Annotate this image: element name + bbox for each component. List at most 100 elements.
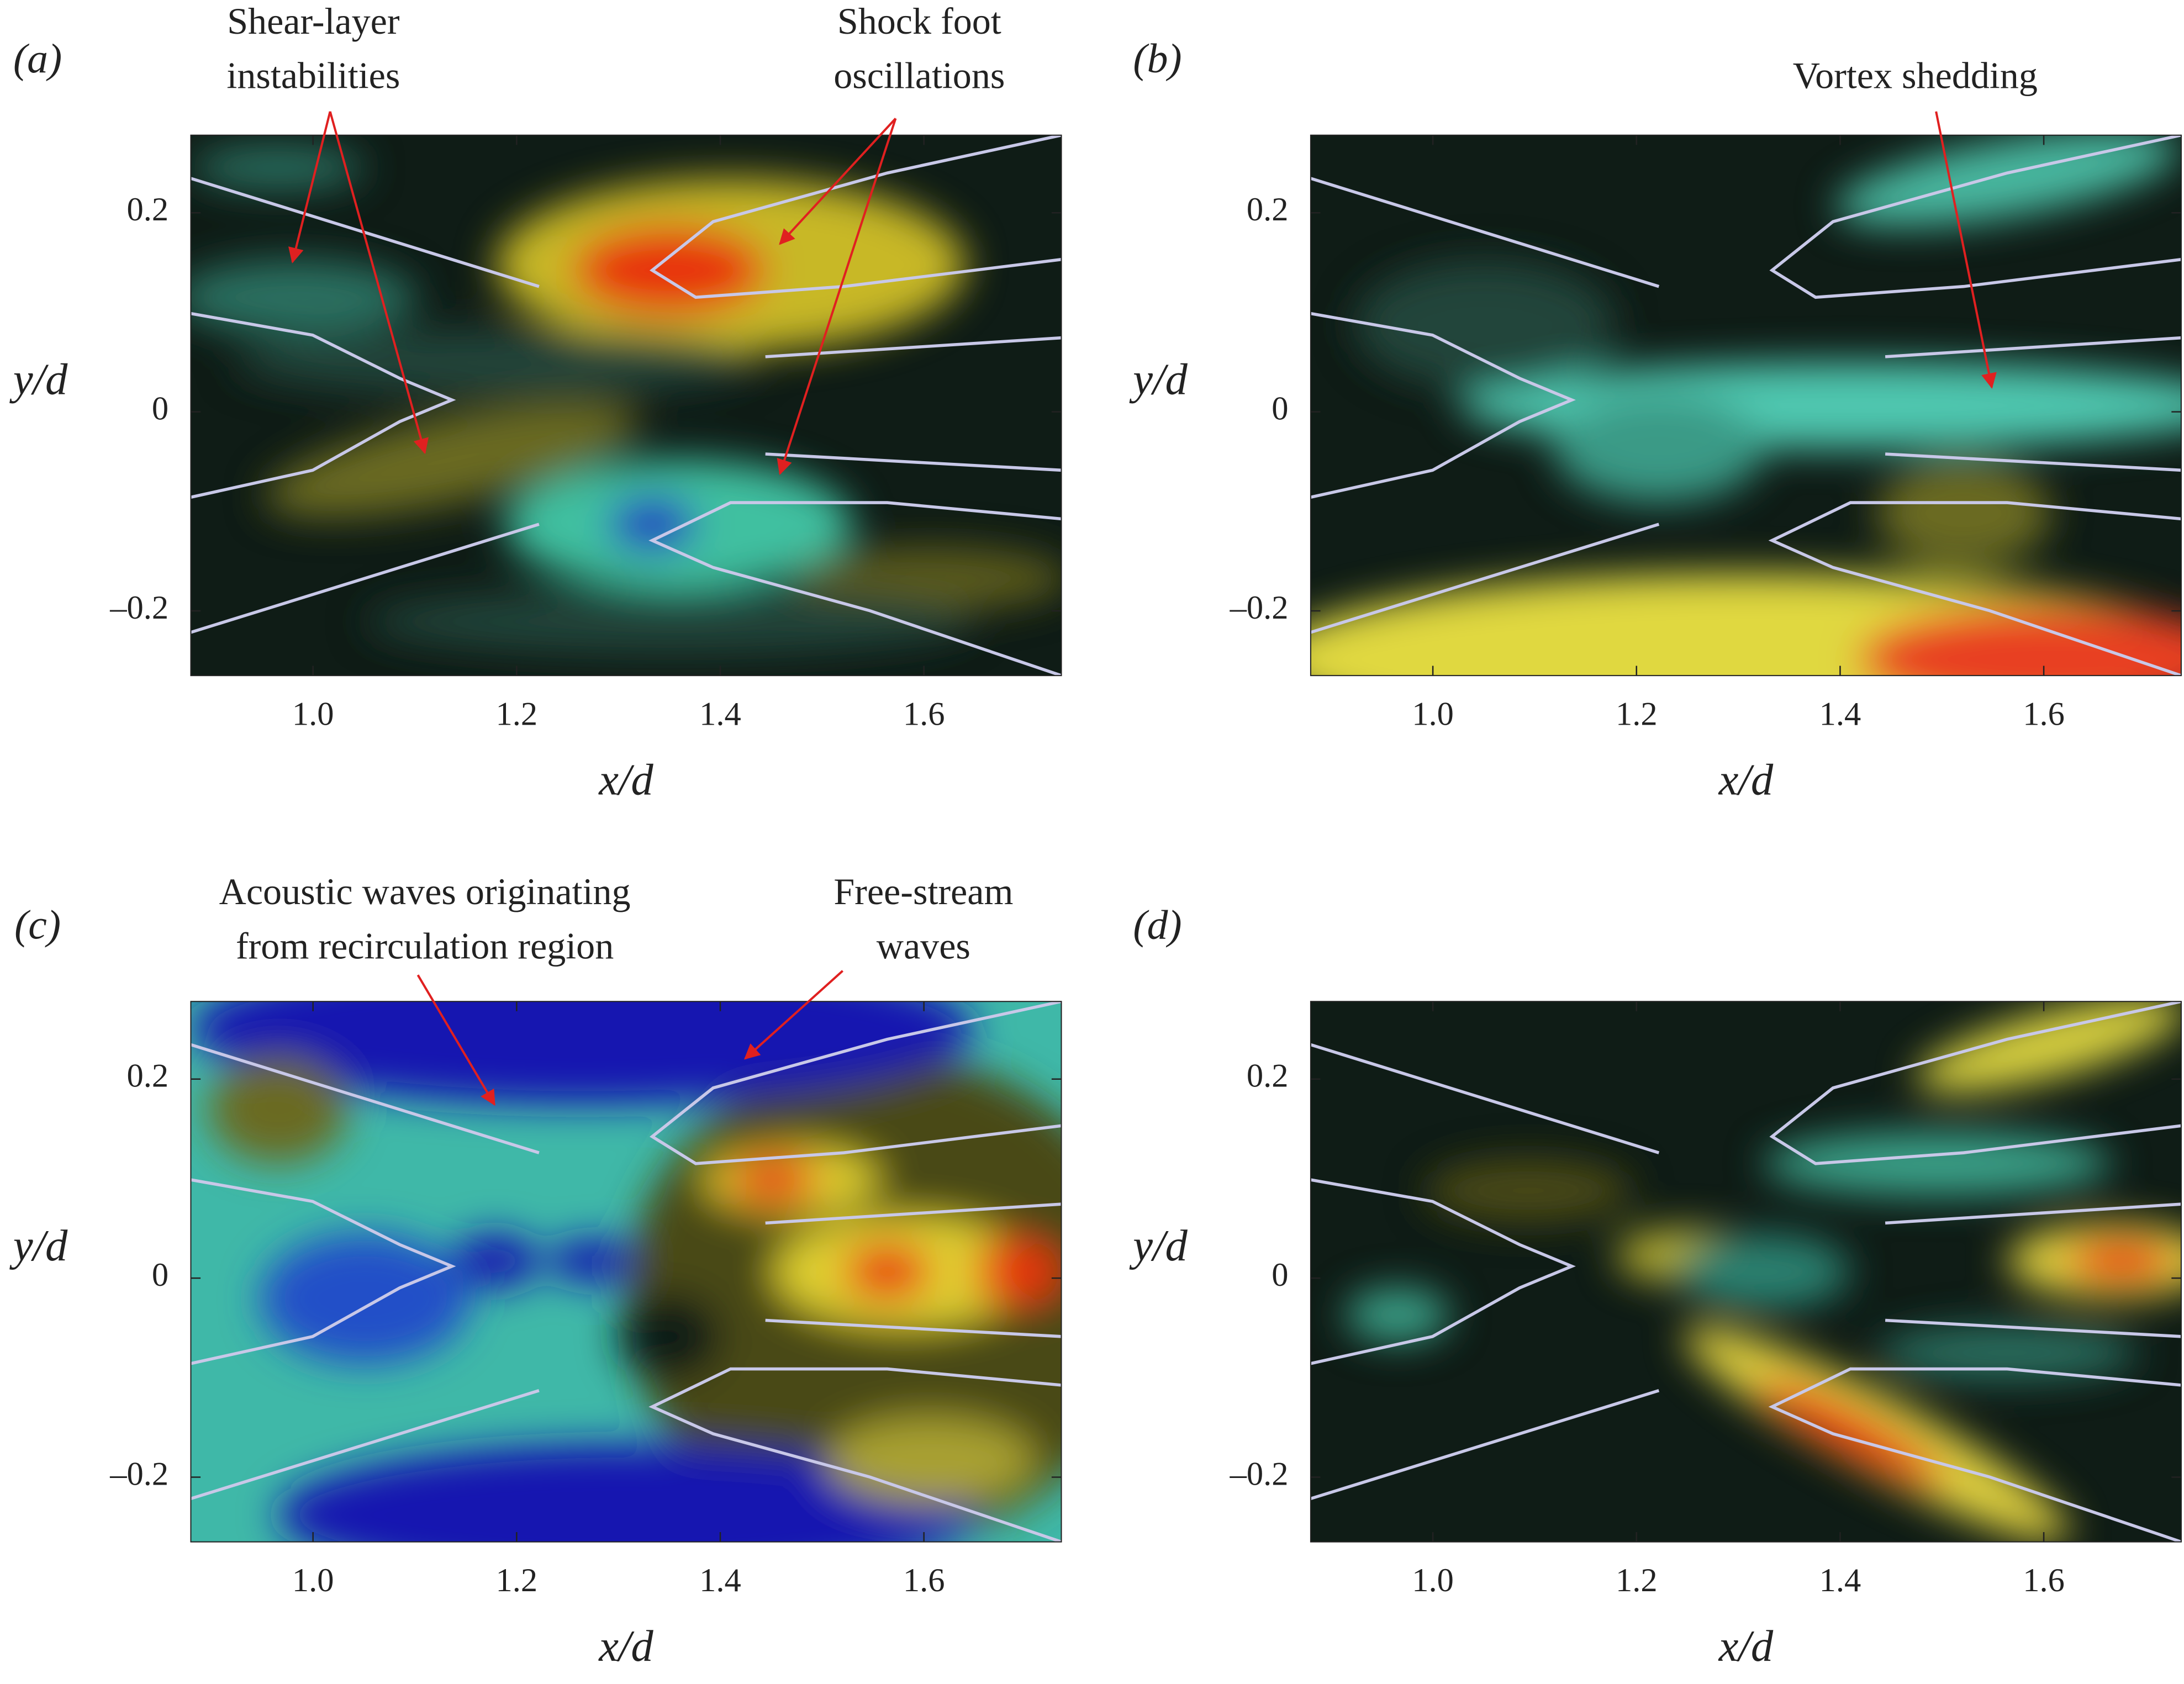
field-blob: [260, 1233, 469, 1364]
field-blob: [1916, 1001, 2181, 1092]
contour-line: [1310, 177, 1660, 288]
annotation-arrow: [329, 111, 429, 455]
plot-frame: [190, 134, 1062, 677]
contour-line: [1769, 135, 2181, 299]
field-blob: [191, 1001, 974, 1105]
contour-line: [765, 452, 1062, 472]
field-blob: [617, 1293, 722, 1380]
x-tick-label: 1.6: [903, 696, 945, 733]
contour-line: [649, 135, 1062, 299]
field-blob: [1676, 1233, 1851, 1310]
contour-line: [648, 1367, 1062, 1542]
y-tick-label: 0: [1272, 1257, 1288, 1294]
annotation-arrow: [1935, 111, 1997, 389]
contour-line: [649, 1001, 1062, 1165]
x-tick-label: 1.6: [2023, 696, 2065, 733]
contour-line: [1769, 1001, 2181, 1165]
y-tick-label: 0: [152, 1257, 168, 1294]
x-tick-label: 1.4: [699, 1562, 741, 1599]
field-blob: [365, 589, 974, 654]
x-tick-label: 1.2: [496, 1562, 538, 1599]
y-tick-label: –0.2: [1230, 1455, 1289, 1492]
y-tick-label: –0.2: [109, 589, 168, 626]
y-tick-label: 0.2: [1247, 191, 1289, 228]
contour-field: [1310, 135, 2181, 676]
x-tick-label: 1.2: [496, 696, 538, 733]
field-blob: [191, 146, 365, 189]
contour-line: [1768, 1367, 2181, 1542]
x-tick-label: 1.0: [1412, 696, 1454, 733]
contour-line: [1310, 312, 1576, 499]
contour-field: [191, 135, 1062, 676]
field-blob: [1758, 1381, 1944, 1487]
x-tick-label: 1.4: [699, 696, 741, 733]
field-blob: [2068, 1239, 2173, 1283]
plot-frame: [190, 1001, 1062, 1543]
x-tick-label: 1.0: [292, 696, 334, 733]
field-blob: [1554, 394, 1764, 503]
x-tick-label: 1.4: [1819, 696, 1861, 733]
y-axis-label: y/d: [1129, 1221, 1188, 1270]
field-blob: [1763, 1131, 2112, 1196]
field-blob: [1859, 605, 2181, 676]
annotation: Vortex shedding: [1793, 55, 2038, 97]
x-tick-label: 1.2: [1616, 1562, 1658, 1599]
contour-line: [1310, 1389, 1660, 1501]
annotation-arrow: [744, 970, 843, 1060]
contour-field: [191, 1001, 1062, 1542]
field-blob: [730, 1158, 818, 1202]
panel: 1.0 1.2 1.4 1.6 –0.2 0 0.2 x/d y/d (d): [1129, 902, 2182, 1671]
field-blob: [234, 329, 757, 395]
contour-line: [1768, 501, 2181, 676]
field-blob: [608, 497, 696, 552]
field-blob: [264, 401, 640, 518]
contour-line: [1310, 522, 1660, 634]
field-blob: [1876, 459, 2051, 568]
annotation-arrow: [779, 118, 896, 245]
panel-label: (b): [1133, 36, 1181, 82]
x-axis-label: x/d: [598, 755, 653, 804]
panel-label: (a): [13, 36, 62, 82]
annotation: from recirculation region: [236, 925, 614, 967]
contour-line: [1885, 1202, 2181, 1225]
y-tick-label: 0.2: [126, 191, 168, 228]
y-tick-label: 0.2: [126, 1058, 168, 1095]
contour-line: [1885, 1318, 2181, 1338]
y-axis-label: y/d: [9, 355, 68, 404]
annotation-arrow: [777, 118, 897, 476]
y-tick-label: 0: [152, 390, 168, 427]
x-tick-label: 1.6: [2023, 1562, 2065, 1599]
x-tick-label: 1.6: [903, 1562, 945, 1599]
field-blob: [843, 1244, 931, 1299]
x-tick-label: 1.4: [1819, 1562, 1861, 1599]
x-tick-label: 1.2: [1616, 696, 1658, 733]
contour-line: [191, 1178, 456, 1365]
contour-line: [765, 1202, 1062, 1225]
annotation-arrow: [416, 974, 495, 1106]
y-tick-label: 0.2: [1247, 1058, 1289, 1095]
x-axis-label: x/d: [598, 1622, 653, 1671]
field-blob: [547, 1239, 635, 1283]
y-tick-label: 0: [1272, 390, 1288, 427]
field-blob: [1423, 1158, 1633, 1223]
field-blob: [792, 546, 1062, 611]
annotation: Shock foot: [837, 0, 1001, 42]
annotation: Free-stream: [833, 870, 1013, 912]
field-blobs: [1345, 1001, 2181, 1542]
contour-line: [765, 1318, 1062, 1338]
x-axis-label: x/d: [1718, 1622, 1774, 1671]
annotation: oscillations: [833, 55, 1005, 97]
panel: 1.0 1.2 1.4 1.6 –0.2 0 0.2 x/d y/d (a) Shear-layer…: [9, 0, 1062, 804]
contour-line: [1885, 336, 2181, 358]
contour-line: [191, 177, 540, 288]
field-blobs: [191, 146, 1062, 654]
y-tick-label: –0.2: [1230, 589, 1289, 626]
annotation: Shear-layer: [227, 0, 400, 42]
field-blob: [452, 1233, 539, 1288]
contour-line: [1310, 1043, 1660, 1154]
annotation-arrow: [288, 111, 331, 263]
field-blob: [191, 259, 418, 335]
contour-line: [1885, 452, 2181, 472]
contour-line: [191, 1043, 540, 1154]
contour-line: [191, 312, 456, 499]
